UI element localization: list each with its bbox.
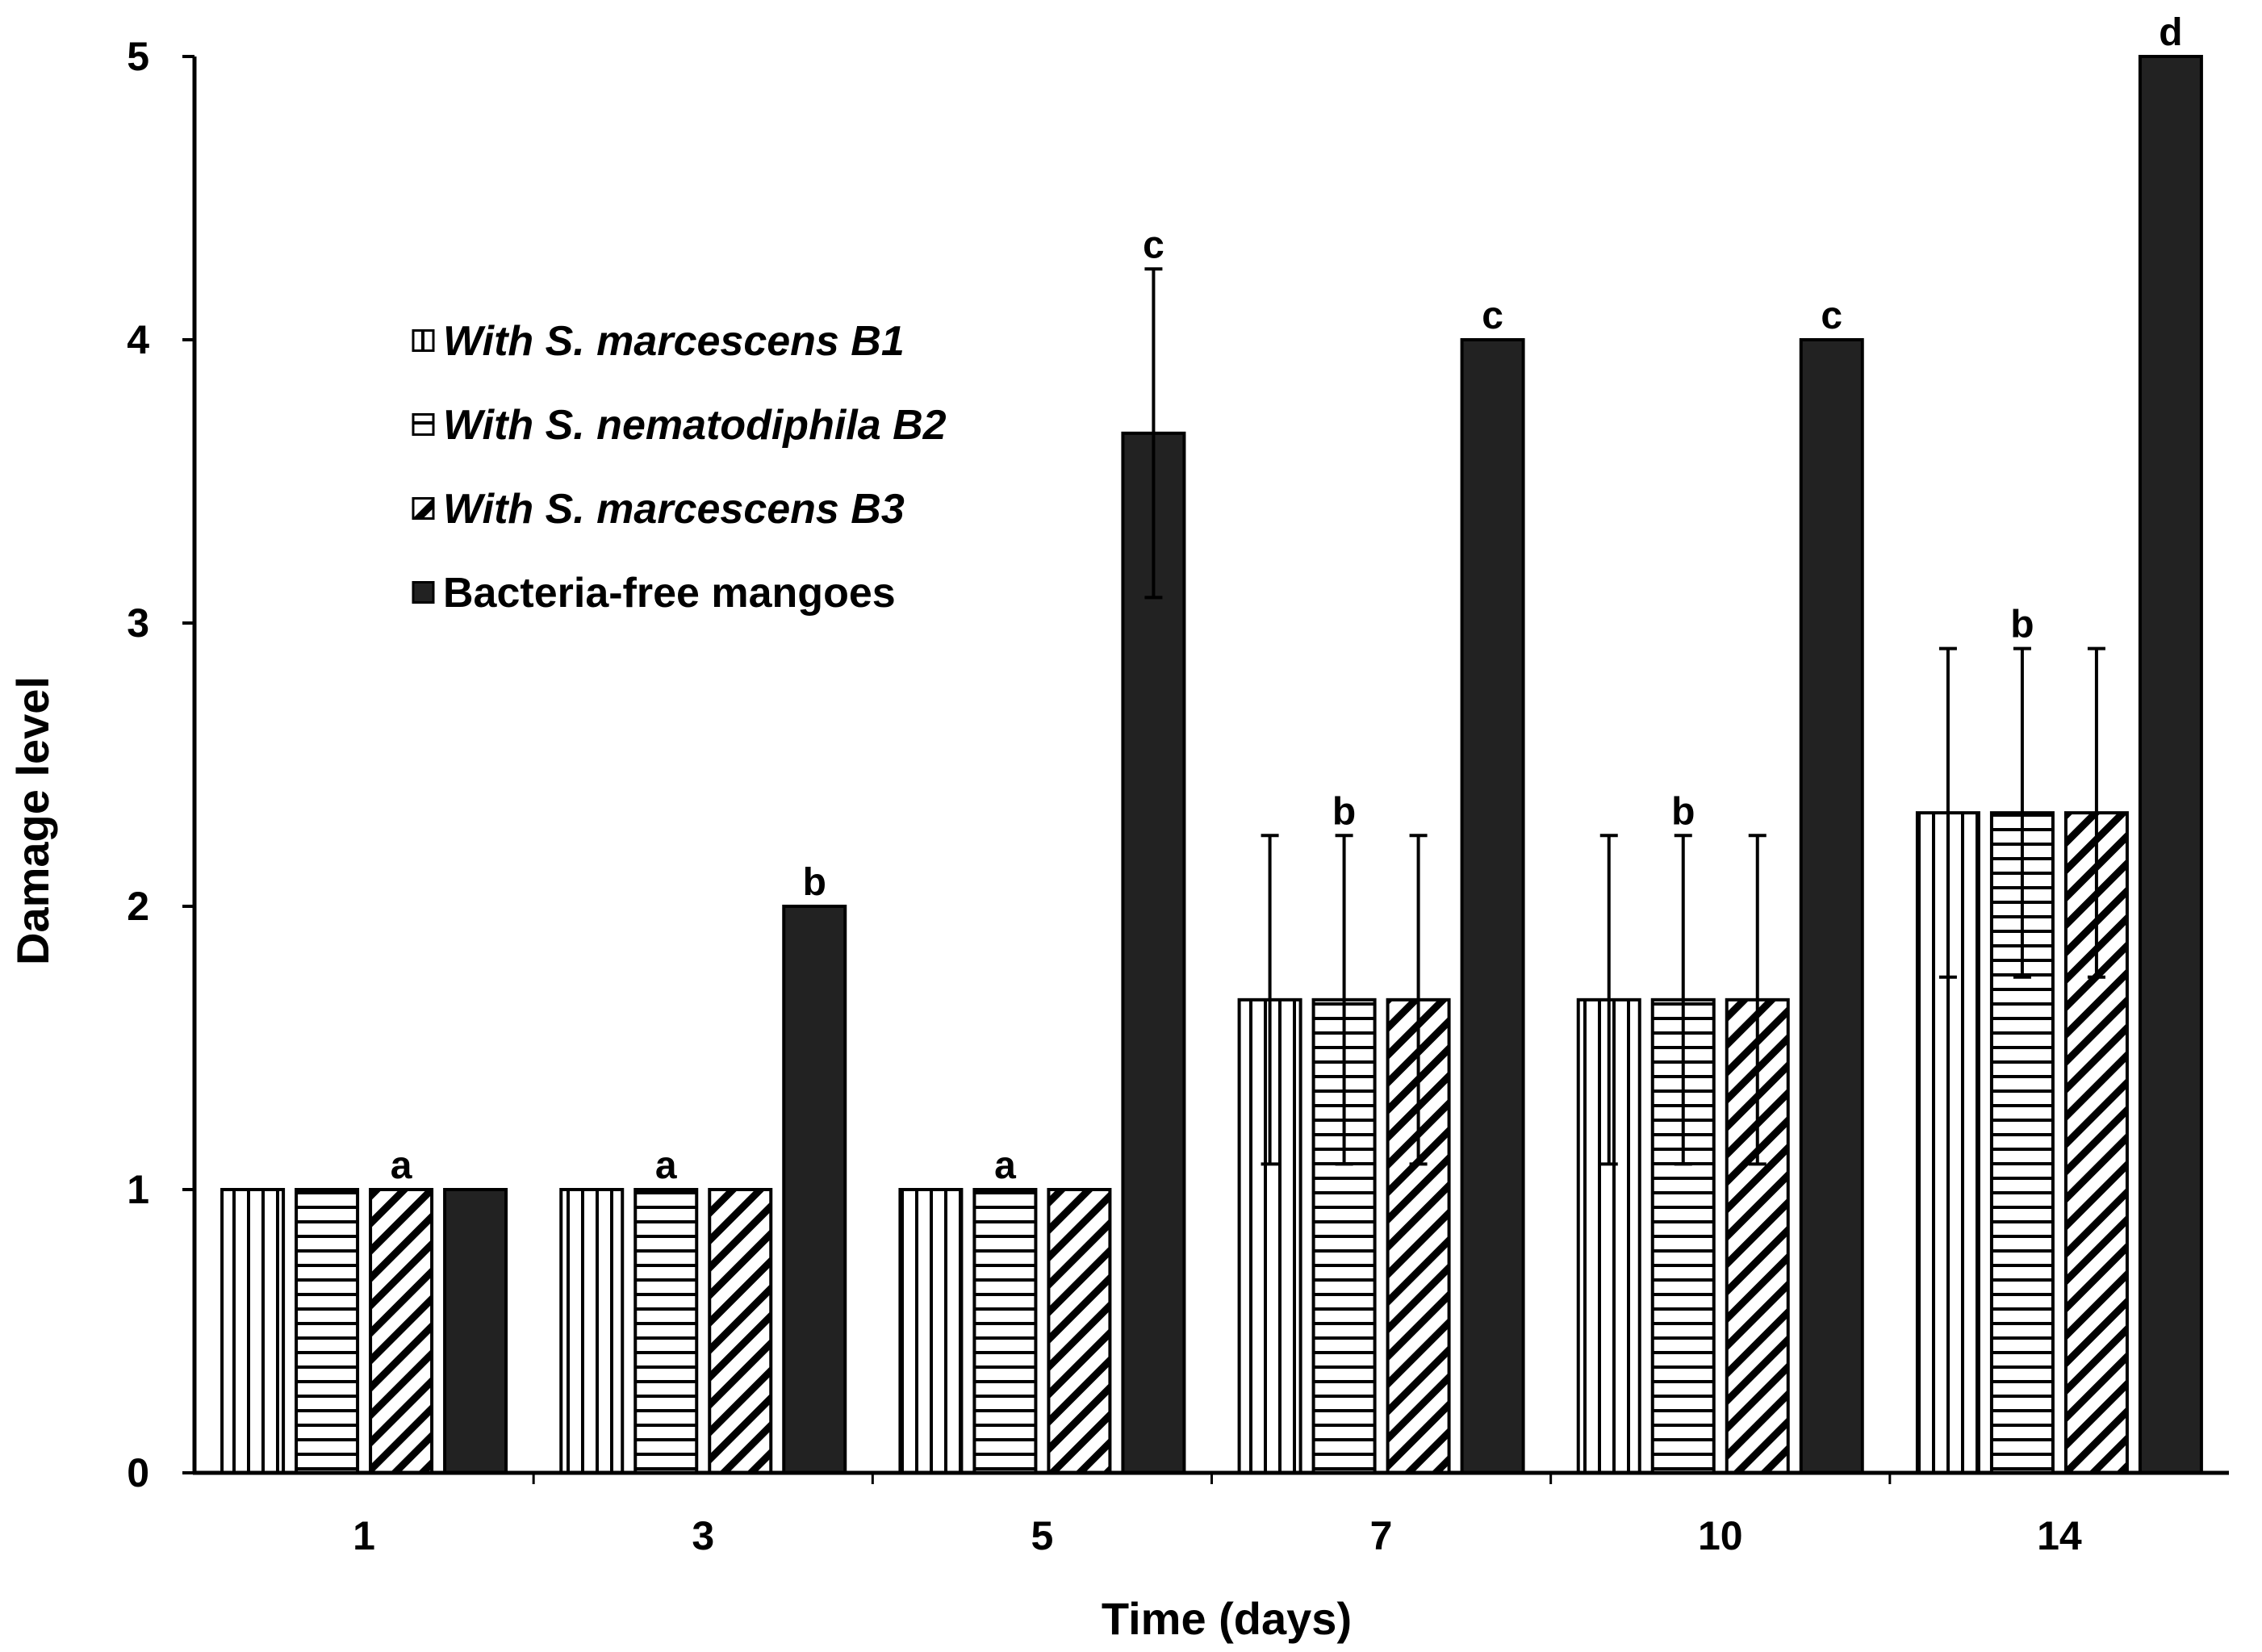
legend-label: Bacteria-free mangoes [443, 570, 896, 617]
x-tick-label: 5 [1031, 1513, 1054, 1558]
bar-horizontal-day-7 [1311, 997, 1377, 1474]
significance-letter: a [655, 1144, 677, 1187]
legend-swatch-horizontal [412, 413, 435, 436]
bar-solid-day-1 [443, 1188, 508, 1474]
bar-diagonal-day-1 [369, 1188, 434, 1474]
significance-letter: a [391, 1144, 412, 1187]
significance-letter: b [2010, 604, 2034, 646]
y-axis-ticks: 0 1 2 3 4 5 [127, 34, 194, 1495]
significance-letter: b [1671, 790, 1695, 833]
x-axis-title: Time (days) [1102, 1593, 1352, 1644]
significance-letter: c [1821, 295, 1842, 337]
significance-letter: b [1332, 790, 1356, 833]
legend-label: With S. marcescens B1 [443, 318, 905, 365]
y-tick-label: 0 [127, 1450, 149, 1495]
bar-horizontal-day-3 [633, 1188, 699, 1474]
y-tick-label: 3 [127, 600, 149, 646]
significance-letter: b [803, 861, 826, 904]
bar-vertical-day-5 [898, 1188, 964, 1474]
y-tick-label: 1 [127, 1167, 149, 1212]
error-bars [244, 55, 2180, 1191]
y-tick-label: 5 [127, 34, 149, 79]
significance-letter: c [1143, 224, 1164, 266]
x-tick-label: 3 [692, 1513, 714, 1558]
bar-horizontal-day-1 [295, 1188, 360, 1474]
bar-solid-day-10 [1799, 338, 1864, 1474]
x-tick-label: 1 [353, 1513, 375, 1558]
bar-horizontal-day-5 [972, 1188, 1038, 1474]
bar-diagonal-day-5 [1047, 1188, 1112, 1474]
y-tick-label: 4 [127, 317, 149, 362]
bar-solid-day-7 [1460, 338, 1525, 1474]
legend-swatch-diagonal [412, 497, 435, 520]
legend: With S. marcescens B1 With S. nematodiphi… [412, 318, 947, 617]
x-tick-label: 14 [2037, 1513, 2082, 1558]
significance-letter: a [994, 1144, 1016, 1187]
x-tick-label: 10 [1698, 1513, 1743, 1558]
bar-diagonal-day-3 [708, 1188, 773, 1474]
significance-letter: d [2159, 11, 2182, 54]
legend-swatch-solid [412, 581, 435, 604]
legend-swatch-vertical [412, 329, 435, 352]
x-axis-ticks: 1 3 5 7 10 14 [353, 1473, 2082, 1558]
legend-label: With S. marcescens B3 [443, 486, 905, 533]
significance-labels: a a b a c b c b c b d [391, 11, 2183, 1187]
x-tick-label: 7 [1370, 1513, 1393, 1558]
bar-vertical-day-1 [220, 1188, 286, 1474]
bar-solid-day-14 [2138, 55, 2203, 1474]
y-tick-label: 2 [127, 884, 149, 929]
bar-solid-day-5 [1121, 431, 1186, 1475]
y-axis-title: Damage level [7, 676, 58, 965]
bar-solid-day-3 [782, 905, 847, 1474]
bar-vertical-day-3 [559, 1188, 625, 1474]
legend-label: With S. nematodiphila B2 [443, 402, 947, 449]
bars [220, 55, 2203, 1475]
significance-letter: c [1482, 295, 1503, 337]
